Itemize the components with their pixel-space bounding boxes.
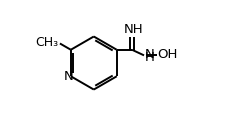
- Text: N: N: [144, 48, 154, 61]
- Text: NH: NH: [123, 23, 143, 36]
- Text: OH: OH: [157, 49, 177, 62]
- Text: H: H: [144, 51, 154, 64]
- Text: N: N: [63, 70, 73, 83]
- Text: CH₃: CH₃: [35, 36, 58, 49]
